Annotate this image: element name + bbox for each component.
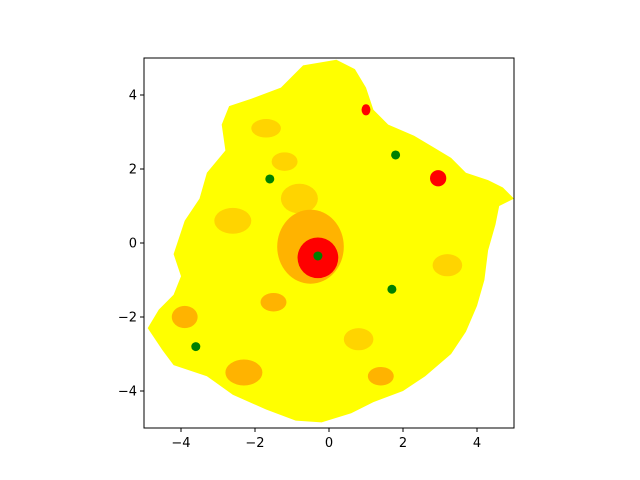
x-axis-ticks: −4 −2 0 2 4 [171, 428, 481, 451]
x-tick-label: −4 [171, 436, 190, 451]
scatter-point [265, 174, 275, 184]
y-tick-label: 2 [129, 163, 137, 178]
hotspot-mid [214, 207, 252, 234]
scatter-point [191, 342, 201, 352]
hotspot-mid [343, 328, 374, 351]
hotspot-mid [251, 119, 281, 138]
y-tick-label: 0 [129, 237, 137, 252]
y-tick-label: −4 [118, 385, 137, 400]
scatter-point [391, 150, 401, 160]
hotspot-mid [280, 183, 318, 214]
y-tick-label: −2 [118, 311, 137, 326]
y-tick-label: 4 [129, 89, 137, 104]
x-tick-label: 2 [399, 436, 407, 451]
choropleth-hotspots [171, 104, 463, 386]
hotspot-high [367, 366, 394, 386]
scatter-point [387, 284, 397, 294]
y-axis-ticks: −4 −2 0 2 4 [118, 89, 144, 400]
scatter-point [313, 251, 323, 261]
x-tick-label: −2 [245, 436, 264, 451]
hotspot-mid [432, 254, 463, 277]
x-tick-label: 4 [473, 436, 481, 451]
scatter-points [191, 150, 401, 352]
hotspot-high [260, 292, 287, 312]
hotspot-high [225, 359, 263, 386]
x-tick-label: 0 [325, 436, 333, 451]
hotspot-peak [361, 104, 371, 116]
hotspot-peak [430, 170, 447, 187]
hotspot-mid [271, 152, 298, 171]
hotspot-high [171, 305, 198, 329]
plot-area [147, 59, 514, 423]
